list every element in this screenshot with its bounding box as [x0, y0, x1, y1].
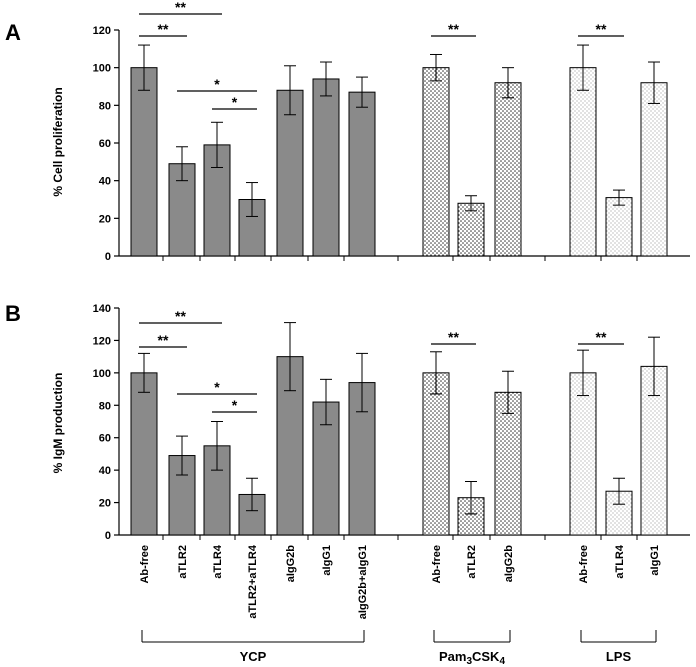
panel-b-y-axis-label: % IgM production: [51, 373, 65, 474]
significance-label: *: [214, 379, 220, 395]
y-tick-label: 80: [99, 100, 111, 112]
group-brackets: YCP Pam3CSK4 LPS: [141, 630, 657, 667]
group-label: LPS: [606, 649, 632, 664]
x-category-label: aTLR2: [177, 545, 189, 579]
bar: [457, 202, 485, 257]
significance-label: *: [214, 76, 220, 92]
x-category-label: Ab-free: [578, 545, 590, 584]
y-tick-label: 80: [99, 400, 111, 412]
x-category-label: Ab-free: [139, 545, 151, 584]
x-category-label: aTLR2: [466, 545, 478, 579]
y-tick-label: 100: [93, 63, 111, 75]
bar: [569, 67, 597, 257]
x-category-label: aIgG2b+aIgG1: [357, 545, 369, 619]
x-category-label: aIgG1: [321, 545, 333, 576]
x-category-label: aTLR4: [212, 544, 224, 579]
x-category-label: Ab-free: [431, 545, 443, 584]
significance-label: **: [596, 21, 607, 37]
bar: [348, 91, 376, 257]
x-category-label: aTLR4: [614, 544, 626, 579]
significance-label: **: [175, 0, 186, 15]
panel-a-label: A: [5, 20, 21, 45]
y-tick-label: 40: [99, 176, 111, 188]
y-tick-label: 60: [99, 433, 111, 445]
y-tick-label: 140: [93, 303, 111, 315]
y-tick-label: 20: [99, 213, 111, 225]
y-tick-label: 60: [99, 138, 111, 150]
bar: [312, 78, 340, 257]
y-tick-label: 120: [93, 335, 111, 347]
bar: [130, 372, 158, 536]
bar: [130, 67, 158, 257]
y-tick-label: 0: [105, 530, 111, 542]
y-tick-label: 40: [99, 465, 111, 477]
bar: [422, 372, 450, 536]
bar: [494, 82, 522, 257]
significance-label: **: [158, 332, 169, 348]
bar: [276, 89, 304, 257]
x-category-label: aIgG2b: [285, 545, 297, 583]
y-tick-label: 120: [93, 25, 111, 37]
x-category-labels: Ab-free aTLR2 aTLR4 aTLR2+aTLR4 aIgG2b aIgG1 a…: [139, 544, 661, 619]
panel-a-y-axis-label: % Cell proliferation: [51, 87, 65, 196]
group-label: Pam3CSK4: [439, 649, 505, 667]
y-tick-label: 100: [93, 368, 111, 380]
significance-label: *: [232, 94, 238, 110]
bar: [422, 67, 450, 257]
x-category-label: aIgG2b: [503, 545, 515, 583]
bar: [605, 197, 633, 257]
significance-label: **: [596, 329, 607, 345]
x-category-label: aTLR2+aTLR4: [247, 544, 259, 619]
y-tick-label: 0: [105, 251, 111, 263]
significance-label: **: [158, 21, 169, 37]
panel-b-label: B: [5, 301, 21, 326]
bar: [640, 82, 668, 257]
group-label: YCP: [240, 649, 267, 664]
bar: [569, 372, 597, 536]
x-category-label: aIgG1: [649, 545, 661, 576]
panel-a-chart: A % Cell proliferation 020406080100120**…: [5, 0, 690, 263]
significance-label: **: [448, 329, 459, 345]
significance-label: **: [175, 308, 186, 324]
significance-label: **: [448, 21, 459, 37]
significance-label: *: [232, 397, 238, 413]
y-tick-label: 20: [99, 498, 111, 510]
